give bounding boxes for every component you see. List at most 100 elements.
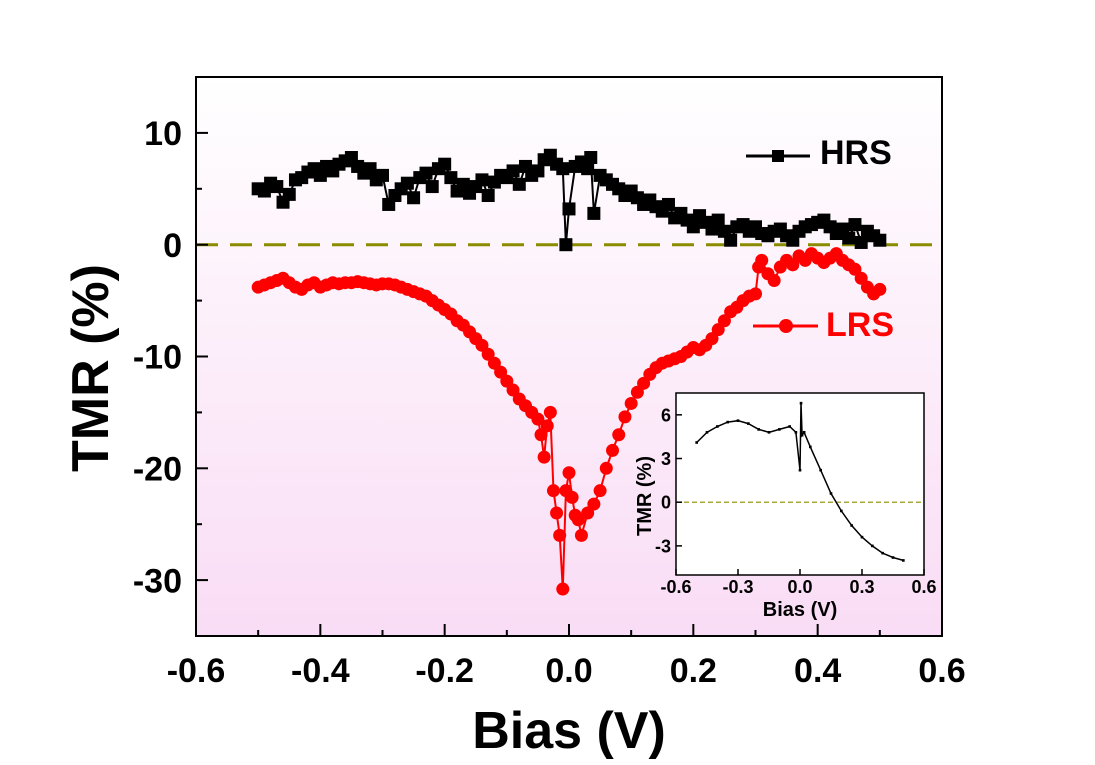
y-tick-label: -30 [133, 562, 182, 600]
data-point [802, 430, 806, 434]
data-point [270, 180, 284, 194]
legend-lrs-label: LRS [826, 306, 894, 344]
data-point [606, 443, 620, 457]
data-point [724, 233, 738, 247]
data-point [599, 461, 613, 475]
x-tick-label: 0.6 [918, 652, 965, 690]
data-point [705, 430, 709, 434]
data-point [612, 428, 626, 442]
data-point [550, 506, 564, 520]
data-point [686, 220, 700, 234]
data-point [531, 412, 545, 426]
data-point [282, 187, 296, 201]
main-axes: -0.6 -0.4 -0.2 0.0 0.2 0.4 0.6 10 0 -10 -20 -30 [133, 115, 966, 690]
data-point [829, 492, 833, 495]
legend-hrs: HRS [746, 134, 892, 172]
y-tick-label: -10 [133, 339, 182, 377]
data-point [661, 197, 675, 211]
data-point [767, 430, 771, 434]
data-point [891, 556, 895, 559]
inset-x-axis-title: Bias (V) [763, 599, 837, 621]
data-point [755, 253, 769, 267]
x-tick-label: -0.6 [167, 652, 226, 690]
data-point [581, 162, 595, 176]
data-point [419, 166, 433, 180]
data-point [512, 177, 526, 191]
data-point [850, 524, 853, 527]
data-point [716, 425, 719, 428]
data-point [726, 420, 729, 424]
main-series-layer [196, 148, 942, 596]
data-point [593, 484, 607, 498]
legend-lrs: LRS [753, 306, 894, 344]
y-tick-label: 3 [661, 449, 671, 469]
data-point [854, 235, 868, 249]
x-tick-label: -0.3 [722, 577, 753, 597]
data-point [556, 582, 570, 596]
data-point [543, 405, 557, 419]
data-point [873, 233, 887, 247]
inset-series-layer [676, 401, 924, 562]
data-point [546, 484, 560, 498]
data-point [556, 162, 570, 176]
y-axis-title: TMR (%) [62, 264, 120, 472]
x-tick-label: -0.4 [291, 652, 350, 690]
data-point [881, 551, 884, 555]
data-point [747, 422, 750, 425]
data-point [848, 218, 862, 232]
data-point [799, 401, 803, 405]
data-point [873, 282, 887, 296]
y-tick-label: 0 [163, 227, 182, 265]
data-point [531, 164, 545, 178]
data-point [749, 287, 762, 301]
data-point [400, 176, 414, 190]
data-point [481, 189, 495, 203]
x-tick-label: -0.2 [415, 652, 474, 690]
data-point [571, 513, 585, 527]
data-point [860, 535, 864, 539]
data-point [809, 445, 812, 449]
data-point [475, 173, 489, 187]
data-point [407, 191, 421, 205]
data-point [587, 206, 601, 220]
data-point [778, 428, 781, 431]
data-point [618, 410, 632, 424]
data-point [444, 171, 458, 185]
data-point [376, 168, 389, 182]
data-point [624, 396, 638, 410]
data-point [757, 428, 760, 431]
data-point [798, 468, 802, 472]
y-tick-label: 6 [661, 405, 671, 425]
x-tick-label: 0.4 [794, 652, 841, 690]
data-point [840, 509, 843, 513]
data-point [540, 419, 554, 433]
x-tick-label: 0.0 [787, 577, 812, 597]
legend: HRS LRS [746, 134, 894, 344]
data-point [842, 231, 856, 245]
data-point [584, 150, 598, 164]
data-point [788, 425, 791, 428]
y-tick-label: -20 [133, 451, 182, 489]
y-tick-label: 0 [661, 493, 671, 513]
y-tick-label: 10 [144, 115, 182, 153]
x-tick-label: 0.2 [670, 652, 717, 690]
data-point [562, 202, 576, 216]
data-point [553, 528, 567, 542]
legend-hrs-label: HRS [820, 134, 892, 172]
data-point [363, 162, 377, 176]
inset-axes: -0.6 -0.3 0.0 0.3 0.6 6 3 0 -3 [655, 405, 937, 597]
x-axis-title: Bias (V) [472, 702, 666, 760]
data-point [819, 468, 822, 472]
data-point [902, 559, 905, 562]
data-point [794, 430, 798, 434]
inset-y-axis-title: TMR (%) [634, 456, 656, 536]
x-tick-label: -0.6 [660, 577, 691, 597]
x-tick-label: 0.0 [545, 652, 592, 690]
data-point [800, 433, 804, 437]
inset-chart: -0.6 -0.3 0.0 0.3 0.6 6 3 0 -3 Bias (V) TMR (%) [634, 392, 937, 621]
data-point [562, 466, 576, 480]
x-tick-label: 0.6 [911, 577, 936, 597]
data-point [711, 213, 725, 227]
data-point [559, 238, 573, 252]
